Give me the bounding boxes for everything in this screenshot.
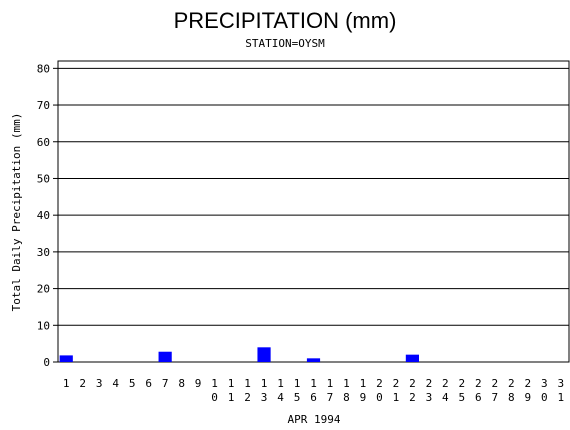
y-tick-label: 0 [43, 356, 50, 369]
x-tick-label: 5 [129, 377, 136, 390]
x-tick-label: 4 [112, 377, 119, 390]
y-tick-label: 80 [37, 62, 50, 75]
bar [59, 355, 73, 362]
x-tick-label: 1 [63, 377, 70, 390]
chart-title: PRECIPITATION (mm) [174, 8, 397, 33]
x-tick-label: 6 [145, 377, 152, 390]
y-tick-label: 60 [37, 136, 50, 149]
y-tick-label: 10 [37, 319, 50, 332]
bar [306, 358, 321, 362]
y-tick-label: 20 [37, 283, 50, 296]
bar [257, 347, 271, 362]
plot-frame [57, 60, 570, 363]
y-axis-label: Total Daily Precipitation (mm) [10, 113, 23, 312]
y-tick-label: 30 [37, 246, 50, 259]
x-tick-label: 3 [96, 377, 103, 390]
bar [405, 354, 419, 362]
y-tick-label: 40 [37, 209, 50, 222]
y-tick-label: 50 [37, 172, 50, 185]
x-tick-label: 7 [162, 377, 169, 390]
x-tick-label: 9 [195, 377, 202, 390]
bar [158, 351, 172, 362]
x-axis-label: APR 1994 [288, 413, 341, 426]
x-tick-label: 2 [79, 377, 86, 390]
y-tick-label: 70 [37, 99, 50, 112]
x-tick-label: 8 [178, 377, 185, 390]
chart-subtitle: STATION=OYSM [245, 37, 325, 50]
